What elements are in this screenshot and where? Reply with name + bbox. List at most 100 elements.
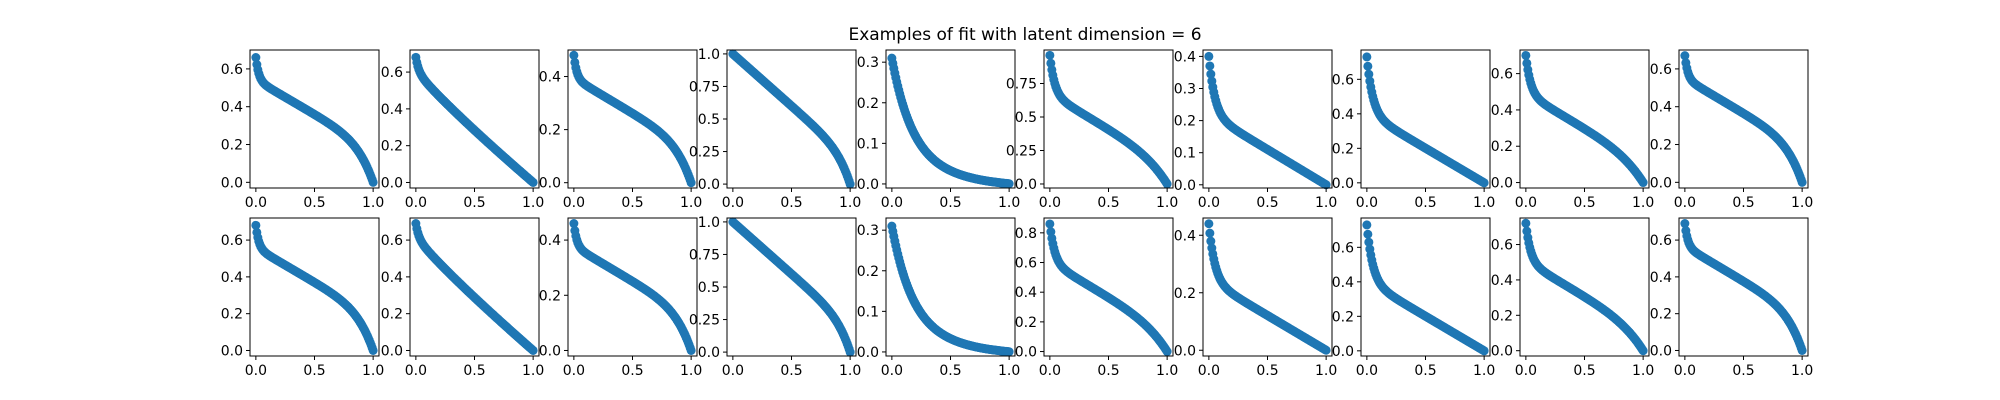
- panel-grid: 0.0 0.5 1.00.00.20.40.60.0 0.5 1.00.00.20.40…: [221, 47, 1814, 379]
- data-point: [686, 178, 696, 188]
- subplot-13: 0.0 0.5 1.0 0.0 0.2 0.4: [539, 217, 702, 379]
- x-tick-label: 0.0: [563, 363, 585, 379]
- y-tick-label: 0.0: [857, 345, 879, 361]
- subplot-14: 0.0 0.5 1.0 0.0 0.25 0.5 0.75 1.0: [689, 215, 861, 379]
- data-point: [845, 347, 855, 357]
- data-point: [1364, 237, 1374, 247]
- data-point: [569, 50, 579, 60]
- y-tick-label: 0.75: [689, 247, 720, 263]
- y-tick-label: 0.0: [1332, 176, 1354, 192]
- subplot-17: 0.0 0.5 1.0 0.0 0.2 0.4: [1174, 217, 1337, 379]
- x-tick-label: 0.5: [1097, 363, 1119, 379]
- x-tick-label: 1.0: [1315, 363, 1337, 379]
- y-tick-label: 0.75: [689, 79, 720, 95]
- data-point: [1204, 51, 1214, 61]
- x-tick-label: 1.0: [680, 363, 702, 379]
- x-tick-label: 0.0: [245, 363, 267, 379]
- x-tick-label: 0.5: [1414, 195, 1436, 211]
- y-tick-label: 0.4: [1491, 273, 1513, 289]
- x-tick-label: 1.0: [998, 195, 1020, 211]
- data-point: [1362, 52, 1372, 62]
- data-point: [1479, 346, 1489, 356]
- scatter-series: [1521, 50, 1648, 188]
- y-tick-label: 0.6: [1015, 256, 1037, 272]
- x-tick-label: 0.5: [1732, 195, 1754, 211]
- scatter-series: [1045, 219, 1172, 357]
- y-tick-label: 0.2: [221, 307, 243, 323]
- scatter-series: [411, 52, 538, 187]
- y-tick-label: 0.4: [539, 70, 561, 86]
- data-point: [1204, 219, 1214, 229]
- x-tick-label: 1.0: [680, 195, 702, 211]
- y-tick-label: 0.0: [381, 175, 403, 191]
- y-tick-label: 0.2: [381, 139, 403, 155]
- scatter-series: [1680, 219, 1807, 355]
- x-tick-label: 0.0: [1515, 195, 1537, 211]
- x-tick-label: 0.0: [1674, 195, 1696, 211]
- y-tick-label: 0.4: [1332, 275, 1354, 291]
- x-tick-label: 0.0: [1039, 363, 1061, 379]
- scatter-series: [728, 49, 855, 189]
- x-tick-label: 1.0: [522, 195, 544, 211]
- x-tick-label: 0.0: [1039, 195, 1061, 211]
- y-tick-label: 0.6: [221, 233, 243, 249]
- scatter-series: [887, 53, 1014, 189]
- data-point: [1479, 178, 1489, 188]
- y-tick-label: 0.4: [1332, 107, 1354, 123]
- y-tick-label: 0.6: [381, 65, 403, 81]
- x-tick-label: 0.5: [1256, 195, 1278, 211]
- scatter-series: [411, 219, 538, 355]
- scatter-series: [569, 219, 696, 355]
- figure-title: Examples of fit with latent dimension = …: [848, 25, 1201, 45]
- y-tick-label: 0.0: [857, 177, 879, 193]
- data-point: [528, 177, 538, 187]
- data-point: [1638, 346, 1648, 356]
- y-tick-label: 0.4: [539, 233, 561, 249]
- subplot-9: 0.0 0.5 1.0 0.0 0.2 0.4 0.6: [1491, 49, 1654, 211]
- x-tick-label: 0.5: [1573, 363, 1595, 379]
- data-point: [1797, 345, 1807, 355]
- y-tick-label: 0.6: [381, 233, 403, 249]
- y-tick-label: 0.4: [221, 100, 243, 116]
- x-tick-label: 0.0: [245, 195, 267, 211]
- y-tick-label: 0.1: [1174, 146, 1196, 162]
- data-point: [251, 220, 261, 230]
- y-tick-label: 0.6: [1332, 72, 1354, 88]
- y-tick-label: 0.0: [1015, 345, 1037, 361]
- y-tick-label: 0.0: [221, 343, 243, 359]
- x-tick-label: 0.0: [881, 363, 903, 379]
- y-tick-label: 0.4: [221, 270, 243, 286]
- y-tick-label: 0.4: [1174, 228, 1196, 244]
- y-tick-label: 0.4: [1491, 103, 1513, 119]
- axes-frame: [567, 217, 698, 357]
- x-tick-label: 1.0: [839, 363, 861, 379]
- x-tick-label: 0.5: [463, 363, 485, 379]
- y-tick-label: 0.2: [1174, 286, 1196, 302]
- y-tick-label: 0.2: [381, 307, 403, 323]
- y-tick-label: 0.2: [539, 288, 561, 304]
- subplot-8: 0.0 0.5 1.0 0.0 0.2 0.4 0.6: [1332, 49, 1495, 211]
- data-point: [1162, 179, 1172, 189]
- y-tick-label: 0.4: [381, 102, 403, 118]
- y-tick-label: 0.0: [1015, 177, 1037, 193]
- x-tick-label: 0.0: [1356, 195, 1378, 211]
- y-tick-label: 0.2: [1650, 307, 1672, 323]
- y-tick-label: 0.2: [1491, 308, 1513, 324]
- y-tick-label: 0.4: [1650, 270, 1672, 286]
- y-tick-label: 0.2: [539, 123, 561, 139]
- y-tick-label: 0.0: [539, 343, 561, 359]
- scatter-series: [1362, 220, 1489, 356]
- data-point: [1206, 236, 1216, 246]
- y-tick-label: 0.2: [1491, 139, 1513, 155]
- data-point: [368, 345, 378, 355]
- subplot-1: 0.0 0.5 1.0 0.0 0.2 0.4 0.6: [221, 49, 384, 211]
- y-tick-label: 0.0: [539, 176, 561, 192]
- x-tick-label: 0.5: [780, 363, 802, 379]
- x-tick-label: 1.0: [1156, 195, 1178, 211]
- y-tick-label: 0.2: [1332, 309, 1354, 325]
- scatter-series: [1204, 51, 1331, 190]
- data-point: [1321, 345, 1331, 355]
- x-tick-label: 1.0: [1632, 363, 1654, 379]
- scatter-series: [251, 220, 378, 355]
- x-tick-label: 1.0: [1473, 195, 1495, 211]
